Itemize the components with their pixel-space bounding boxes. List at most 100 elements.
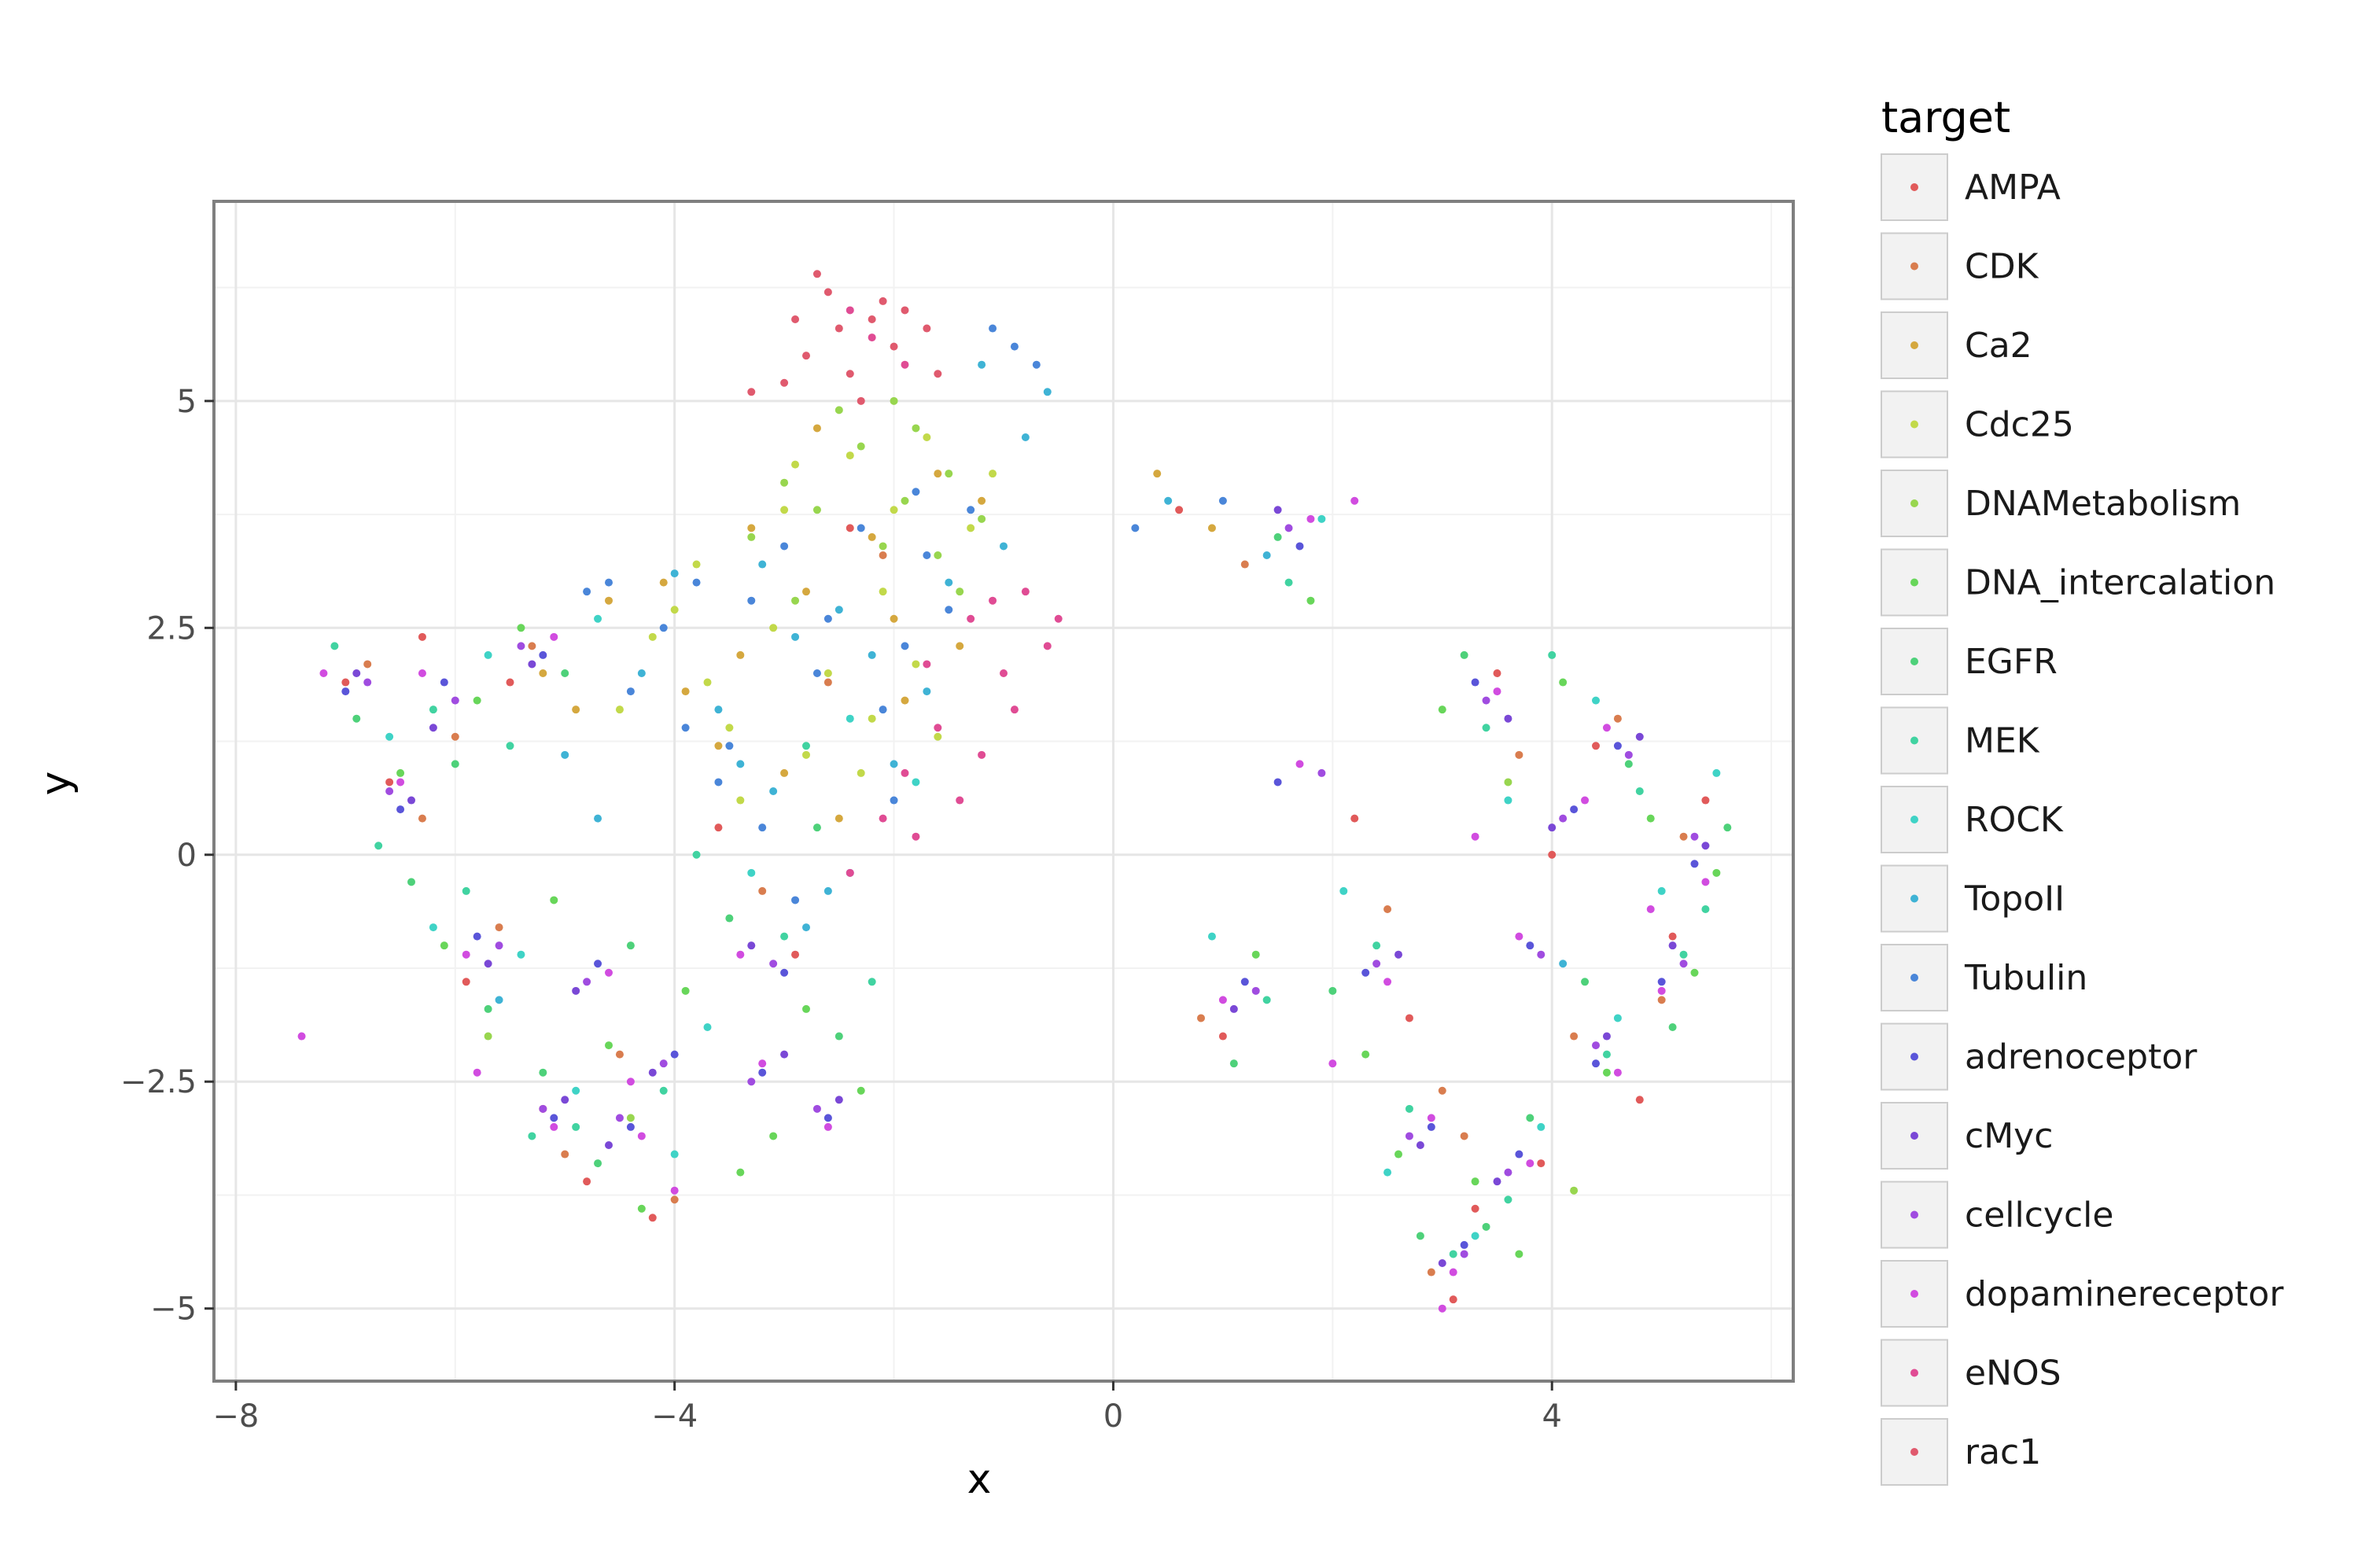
data-point (912, 833, 919, 841)
data-point (396, 805, 404, 813)
data-point (736, 951, 744, 959)
data-point (462, 978, 470, 985)
data-point (1450, 1295, 1457, 1303)
x-tick-label: 4 (1542, 1398, 1561, 1435)
data-point (791, 597, 799, 605)
data-point (341, 679, 349, 687)
legend-marker (1910, 579, 1918, 587)
legend-label: DNA_intercalation (1965, 563, 2275, 603)
data-point (780, 1051, 788, 1059)
data-point (1680, 833, 1688, 841)
data-point (1592, 742, 1600, 750)
data-point (912, 488, 919, 496)
data-point (1614, 715, 1622, 723)
data-point (1691, 833, 1699, 841)
data-point (758, 1059, 766, 1067)
data-point (627, 941, 635, 949)
data-point (693, 579, 701, 587)
data-point (857, 524, 865, 532)
data-point (1361, 1051, 1369, 1059)
data-point (507, 742, 514, 750)
x-axis-title: x (967, 1456, 992, 1503)
legend-marker (1910, 1211, 1918, 1219)
legend-label: cellcycle (1965, 1195, 2113, 1236)
data-point (791, 633, 799, 641)
data-point (835, 325, 843, 333)
data-point (539, 1069, 547, 1077)
data-point (813, 424, 821, 432)
data-point (1350, 497, 1358, 505)
data-point (791, 951, 799, 959)
legend-marker (1910, 183, 1918, 191)
data-point (747, 388, 755, 396)
data-point (1383, 1169, 1391, 1177)
legend-marker (1910, 974, 1918, 982)
data-point (1526, 1159, 1534, 1167)
data-point (363, 660, 371, 668)
data-point (967, 524, 974, 532)
data-point (1461, 1250, 1468, 1258)
legend-label: dopaminereceptor (1965, 1274, 2284, 1314)
data-point (671, 569, 679, 577)
data-point (780, 379, 788, 387)
data-point (890, 343, 898, 351)
data-point (594, 960, 602, 967)
data-point (594, 1159, 602, 1167)
data-point (747, 524, 755, 532)
data-point (1494, 687, 1501, 695)
data-point (824, 1123, 832, 1131)
data-point (528, 660, 536, 668)
data-point (462, 887, 470, 895)
data-point (802, 742, 810, 750)
data-point (462, 951, 470, 959)
data-point (539, 651, 547, 659)
data-point (934, 733, 941, 741)
data-point (747, 869, 755, 877)
data-point (1636, 733, 1644, 741)
data-point (1669, 941, 1677, 949)
data-point (517, 642, 525, 650)
data-point (451, 733, 459, 741)
data-point (583, 978, 591, 985)
data-point (1306, 597, 1314, 605)
data-point (1603, 1051, 1611, 1059)
data-point (769, 624, 777, 632)
data-point (1537, 1123, 1545, 1131)
data-point (769, 787, 777, 795)
y-tick-label: −2.5 (120, 1064, 197, 1100)
data-point (385, 787, 393, 795)
legend-label: AMPA (1965, 168, 2061, 208)
data-point (1548, 823, 1556, 831)
legend-label: eNOS (1965, 1354, 2061, 1394)
data-point (1022, 588, 1030, 595)
data-point (616, 1114, 624, 1122)
data-point (1011, 343, 1019, 351)
data-point (945, 606, 952, 613)
data-point (846, 869, 854, 877)
data-point (1439, 1259, 1446, 1267)
data-point (879, 297, 887, 305)
data-point (1417, 1232, 1424, 1240)
data-point (901, 306, 909, 314)
legend-marker (1910, 658, 1918, 665)
data-point (517, 624, 525, 632)
data-point (1241, 561, 1249, 569)
data-point (496, 996, 503, 1004)
data-point (868, 533, 876, 541)
data-point (528, 642, 536, 650)
data-point (912, 424, 919, 432)
data-point (616, 1051, 624, 1059)
data-point (1701, 878, 1709, 886)
data-point (649, 1214, 657, 1221)
data-point (846, 370, 854, 378)
data-point (846, 306, 854, 314)
data-point (649, 1069, 657, 1077)
data-point (879, 588, 887, 595)
data-point (1592, 1041, 1600, 1049)
data-point (1483, 724, 1490, 731)
data-point (583, 588, 591, 595)
data-point (725, 742, 733, 750)
data-point (890, 615, 898, 623)
y-tick-label: −5 (150, 1291, 197, 1328)
data-point (1175, 506, 1183, 514)
